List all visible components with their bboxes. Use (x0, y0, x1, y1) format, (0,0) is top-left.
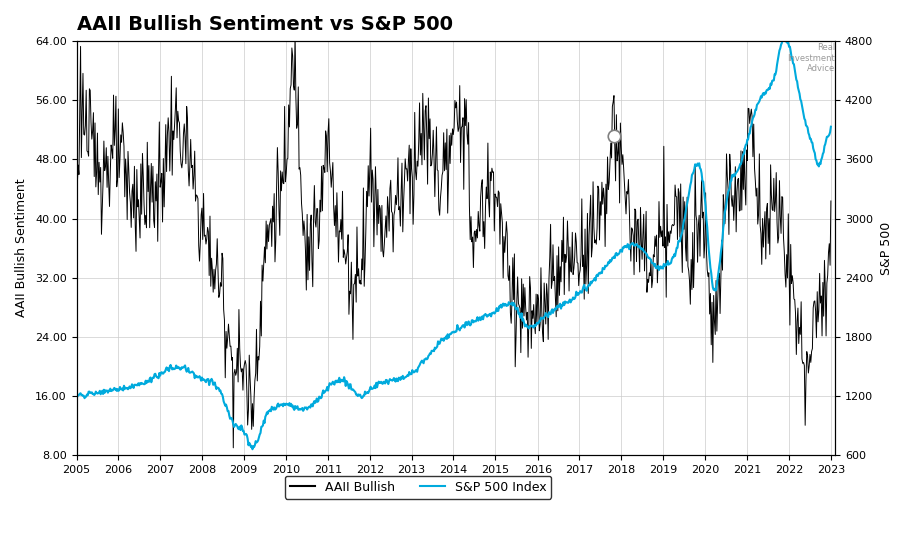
Legend: AAII Bullish, S&P 500 Index: AAII Bullish, S&P 500 Index (284, 476, 551, 499)
Y-axis label: S&P 500: S&P 500 (880, 221, 893, 275)
Text: AAII Bullish Sentiment vs S&P 500: AAII Bullish Sentiment vs S&P 500 (76, 15, 452, 34)
Text: Real
Investment
Advice: Real Investment Advice (787, 43, 835, 73)
Y-axis label: AAII Bullish Sentiment: AAII Bullish Sentiment (15, 179, 28, 318)
